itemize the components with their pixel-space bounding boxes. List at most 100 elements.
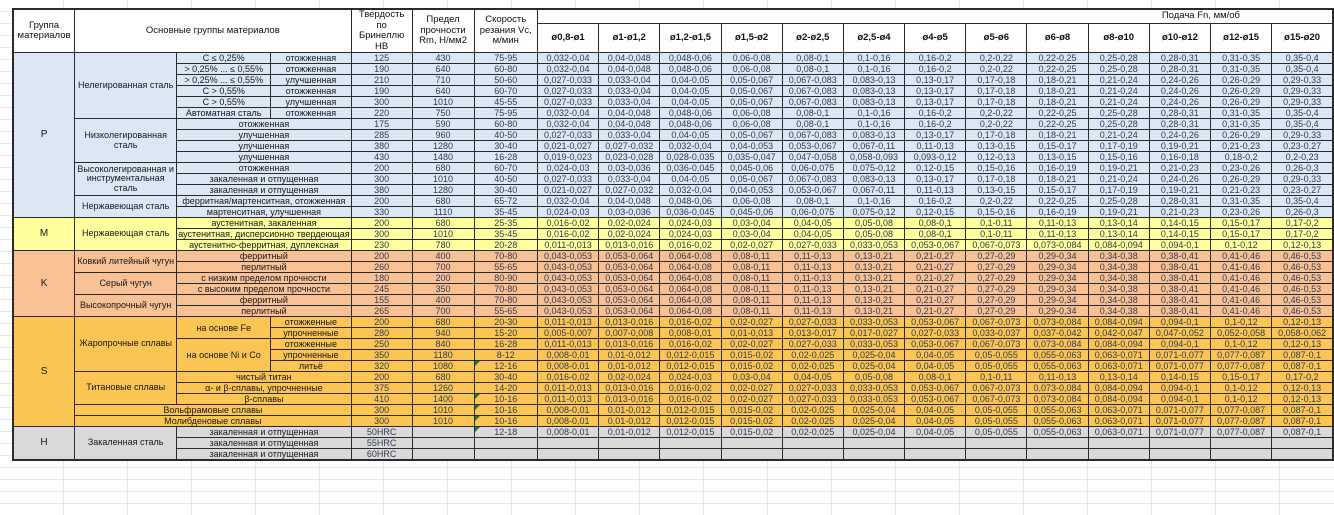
- feed-cell[interactable]: 0,053-0,067: [781, 184, 844, 196]
- material-cell[interactable]: Нержавеющая сталь: [74, 217, 178, 251]
- feed-cell[interactable]: 0,011-0,013: [536, 382, 600, 394]
- feed-cell[interactable]: 0,11-0,13: [781, 250, 844, 262]
- feed-cell[interactable]: 0,12-0,13: [1271, 382, 1334, 394]
- feed-cell[interactable]: 0,04-0,05: [659, 85, 722, 97]
- feed-cell[interactable]: 0,073-0,084: [1026, 382, 1089, 394]
- material-cell[interactable]: закаленная и отпущенная: [176, 426, 352, 438]
- strength-cell[interactable]: 680: [411, 316, 475, 328]
- feed-cell[interactable]: 0,1-0,12: [1209, 393, 1273, 405]
- feed-cell[interactable]: 0,1-0,12: [1209, 338, 1273, 350]
- feed-cell[interactable]: 0,16-0,18: [1148, 151, 1212, 163]
- feed-cell[interactable]: 0,29-0,33: [1271, 74, 1334, 86]
- feed-cell[interactable]: 0,05-0,067: [720, 74, 783, 86]
- feed-cell[interactable]: 0,23-0,27: [1271, 184, 1334, 196]
- feed-cell[interactable]: [536, 437, 600, 449]
- feed-cell[interactable]: 0,11-0,13: [781, 305, 844, 317]
- feed-cell[interactable]: 0,31-0,35: [1209, 195, 1273, 207]
- feed-cell[interactable]: 0,067-0,083: [781, 85, 844, 97]
- material-cell[interactable]: закаленная и отпущенная: [176, 437, 352, 449]
- feed-cell[interactable]: 0,29-0,34: [1026, 272, 1089, 284]
- feed-cell[interactable]: 0,13-0,17: [904, 173, 967, 185]
- feed-cell[interactable]: 0,41-0,46: [1209, 305, 1273, 317]
- feed-cell[interactable]: 0,35-0,4: [1271, 63, 1334, 75]
- feed-cell[interactable]: 0,26-0,29: [1209, 85, 1273, 97]
- speed-cell[interactable]: 45-55: [473, 96, 538, 108]
- speed-cell[interactable]: 20-30: [473, 316, 538, 328]
- feed-cell[interactable]: 0,053-0,064: [598, 261, 661, 273]
- feed-cell[interactable]: 0,075-0,12: [842, 206, 906, 218]
- material-cell[interactable]: ферритный: [176, 250, 352, 262]
- speed-cell[interactable]: 60-80: [473, 63, 538, 75]
- feed-cell[interactable]: 0,077-0,087: [1209, 415, 1273, 427]
- hardness-cell[interactable]: 180: [350, 272, 413, 284]
- feed-cell[interactable]: 0,15-0,17: [1209, 371, 1273, 383]
- feed-cell[interactable]: [536, 448, 600, 461]
- feed-cell[interactable]: 0,048-0,06: [659, 195, 722, 207]
- material-cell[interactable]: закаленная и отпущенная: [176, 184, 352, 196]
- feed-cell[interactable]: 0,021-0,027: [536, 184, 600, 196]
- feed-cell[interactable]: 0,26-0,29: [1209, 96, 1273, 108]
- feed-cell[interactable]: 0,016-0,02: [536, 371, 600, 383]
- feed-cell[interactable]: 0,063-0,071: [1087, 426, 1150, 438]
- feed-cell[interactable]: 0,21-0,24: [1087, 85, 1150, 97]
- group-cell-K[interactable]: K: [12, 250, 76, 317]
- speed-cell[interactable]: [473, 437, 538, 449]
- feed-cell[interactable]: 0,04-0,05: [904, 360, 967, 372]
- feed-cell[interactable]: 0,04-0,053: [720, 184, 783, 196]
- feed-cell[interactable]: 0,16-0,2: [904, 52, 967, 64]
- feed-cell[interactable]: 0,28-0,31: [1148, 63, 1212, 75]
- feed-cell[interactable]: 0,17-0,19: [1087, 140, 1150, 152]
- feed-cell[interactable]: 0,025-0,04: [842, 349, 906, 361]
- feed-cell[interactable]: 0,34-0,38: [1087, 250, 1150, 262]
- material-cell[interactable]: улучшенная: [270, 96, 352, 108]
- feed-cell[interactable]: 0,053-0,064: [598, 305, 661, 317]
- feed-cell[interactable]: 0,21-0,27: [904, 305, 967, 317]
- feed-cell[interactable]: 0,03-0,04: [720, 228, 783, 240]
- feed-cell[interactable]: 0,053-0,067: [904, 382, 967, 394]
- feed-cell[interactable]: 0,06-0,075: [781, 206, 844, 218]
- speed-cell[interactable]: 12-18: [473, 426, 538, 438]
- feed-cell[interactable]: 0,087-0,1: [1271, 426, 1334, 438]
- feed-cell[interactable]: 0,13-0,14: [1087, 228, 1150, 240]
- feed-cell[interactable]: 0,032-0,04: [659, 140, 722, 152]
- col-header-diameter[interactable]: ø4-ø5: [904, 23, 967, 53]
- material-cell[interactable]: отожженная: [270, 52, 352, 64]
- hardness-cell[interactable]: 320: [350, 360, 413, 372]
- hardness-cell[interactable]: 55HRC: [350, 437, 413, 449]
- feed-cell[interactable]: 0,027-0,033: [536, 85, 600, 97]
- feed-cell[interactable]: 0,18-0,21: [1026, 129, 1089, 141]
- feed-cell[interactable]: 0,048-0,06: [659, 52, 722, 64]
- strength-cell[interactable]: 400: [411, 250, 475, 262]
- strength-cell[interactable]: 1080: [411, 360, 475, 372]
- feed-cell[interactable]: 0,016-0,02: [536, 217, 600, 229]
- feed-cell[interactable]: 0,12-0,13: [1271, 316, 1334, 328]
- material-cell[interactable]: упрочненные: [270, 327, 352, 339]
- feed-cell[interactable]: 0,008-0,01: [536, 404, 600, 416]
- feed-cell[interactable]: 0,16-0,2: [904, 118, 967, 130]
- hardness-cell[interactable]: 175: [350, 118, 413, 130]
- feed-cell[interactable]: 0,28-0,31: [1148, 195, 1212, 207]
- feed-cell[interactable]: 0,05-0,08: [842, 217, 906, 229]
- feed-cell[interactable]: 0,13-0,17: [904, 85, 967, 97]
- strength-cell[interactable]: 710: [411, 74, 475, 86]
- feed-cell[interactable]: 0,04-0,05: [659, 129, 722, 141]
- feed-cell[interactable]: 0,02-0,025: [781, 360, 844, 372]
- feed-cell[interactable]: 0,08-0,1: [781, 195, 844, 207]
- speed-cell[interactable]: 10-16: [473, 415, 538, 427]
- feed-cell[interactable]: 0,008-0,01: [536, 415, 600, 427]
- feed-cell[interactable]: 0,15-0,17: [1026, 184, 1089, 196]
- feed-cell[interactable]: 0,04-0,05: [904, 415, 967, 427]
- hardness-cell[interactable]: 260: [350, 261, 413, 273]
- feed-cell[interactable]: 0,27-0,29: [965, 272, 1028, 284]
- strength-cell[interactable]: 1400: [411, 393, 475, 405]
- col-header-tensile-strength[interactable]: Предел прочности Rm, Н/мм2: [411, 8, 475, 53]
- material-cell[interactable]: Молибденовые сплавы: [74, 415, 352, 427]
- feed-cell[interactable]: 0,047-0,052: [1148, 327, 1212, 339]
- material-cell[interactable]: на основе Fe: [176, 316, 272, 339]
- feed-cell[interactable]: 0,01-0,012: [598, 426, 661, 438]
- speed-cell[interactable]: 70-80: [473, 283, 538, 295]
- strength-cell[interactable]: 1010: [411, 173, 475, 185]
- feed-cell[interactable]: 0,25-0,28: [1087, 195, 1150, 207]
- feed-cell[interactable]: [1026, 437, 1089, 449]
- feed-cell[interactable]: [965, 448, 1028, 461]
